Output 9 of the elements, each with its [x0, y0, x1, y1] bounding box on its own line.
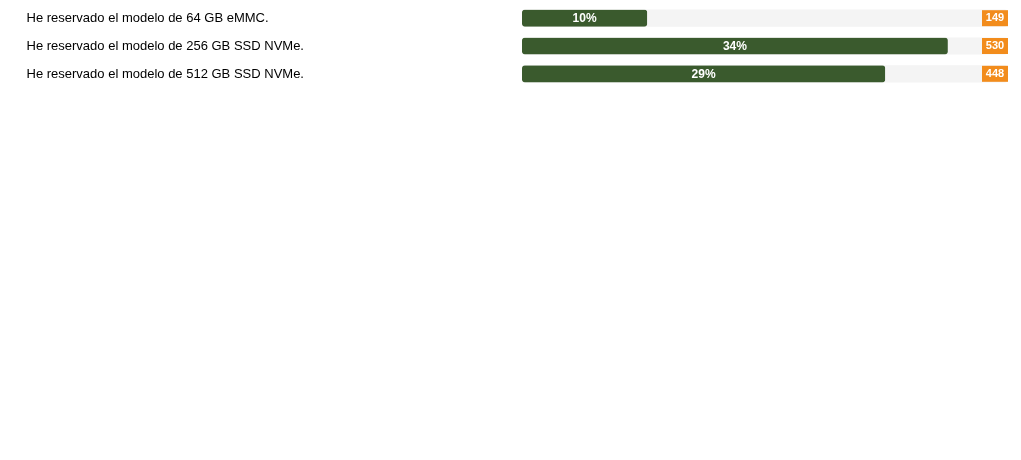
y-tick-label: He reservado el modelo de 256 GB SSD NVMe.	[26, 38, 304, 53]
y-tick-label: He reservado el modelo de 64 GB eMMC.	[26, 10, 269, 26]
y-tick-label: He reservado el modelo de 512 GB SSD NVMe.	[26, 65, 304, 81]
data-label: 34%	[722, 39, 748, 53]
annotation: 149	[985, 11, 1005, 24]
data-label: 29%	[691, 66, 716, 81]
annotation: 448	[985, 66, 1005, 79]
data-label: 10%	[572, 11, 597, 26]
annotation: 530	[985, 39, 1005, 51]
